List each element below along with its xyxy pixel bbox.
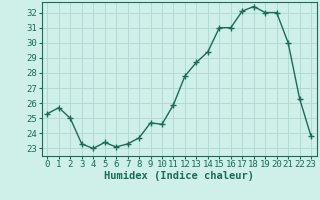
- X-axis label: Humidex (Indice chaleur): Humidex (Indice chaleur): [104, 171, 254, 181]
